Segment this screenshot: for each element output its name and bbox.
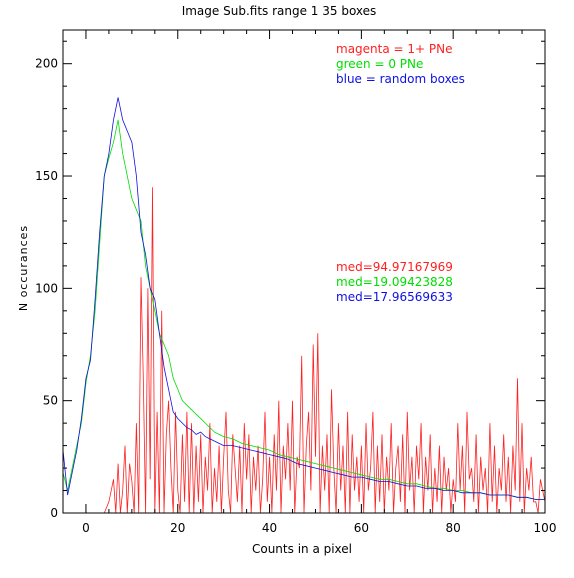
legend-entry: blue = random boxes xyxy=(336,72,465,86)
median-label: med=17.96569633 xyxy=(336,290,453,304)
median-label: med=94.97167969 xyxy=(336,260,453,274)
y-tick-label: 200 xyxy=(35,57,58,71)
x-axis-label: Counts in a pixel xyxy=(252,542,352,556)
x-tick-label: 40 xyxy=(262,521,277,535)
axis-ticks: 0 20 40 60 80 100 0 50 100 150 200 xyxy=(35,30,556,535)
y-tick-label: 0 xyxy=(50,506,58,520)
y-tick-label: 50 xyxy=(43,394,58,408)
x-tick-label: 0 xyxy=(82,521,90,535)
median-label: med=19.09423828 xyxy=(336,275,453,289)
x-tick-label: 20 xyxy=(170,521,185,535)
plot-lines xyxy=(62,97,546,514)
plot-frame xyxy=(62,29,546,514)
series-line-3 xyxy=(62,97,545,500)
x-tick-label: 100 xyxy=(534,521,557,535)
y-tick-label: 150 xyxy=(35,169,58,183)
chart-title: Image Sub.fits range 1 35 boxes xyxy=(182,4,377,18)
series-line-2 xyxy=(62,119,545,500)
x-tick-label: 80 xyxy=(446,521,461,535)
median-labels: med=94.97167969med=19.09423828med=17.965… xyxy=(336,260,453,304)
y-axis-label: N occurances xyxy=(17,225,30,311)
y-tick-label: 100 xyxy=(35,281,58,295)
x-tick-label: 60 xyxy=(354,521,369,535)
legend-entry: magenta = 1+ PNe xyxy=(336,42,453,56)
series-line-1 xyxy=(99,187,546,514)
legend-entry: green = 0 PNe xyxy=(336,57,423,71)
